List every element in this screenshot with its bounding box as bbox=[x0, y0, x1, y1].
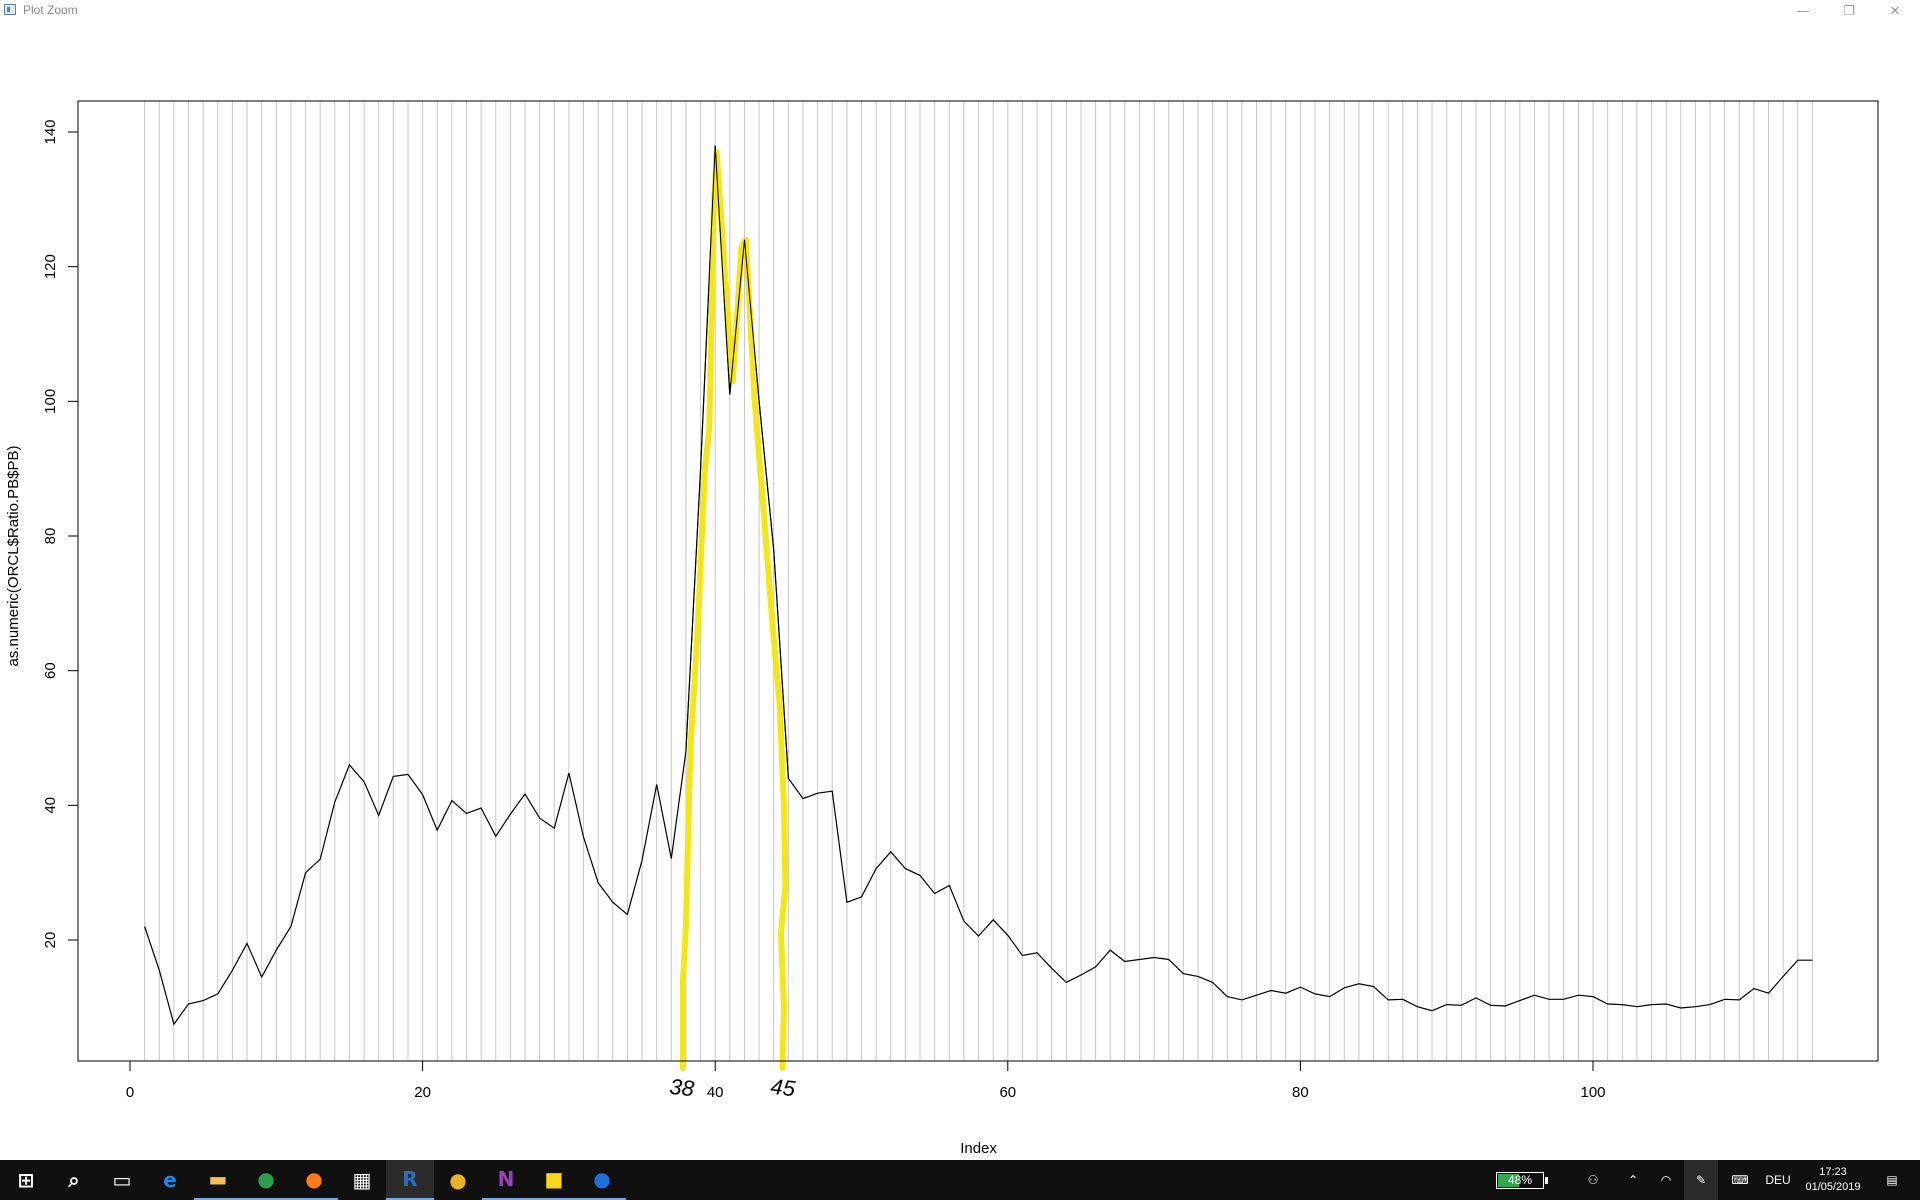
sticky-notes-app[interactable]: ■ bbox=[530, 1160, 578, 1200]
file-explorer-app[interactable]: ▬ bbox=[194, 1160, 242, 1200]
input-language[interactable]: DEU bbox=[1765, 1173, 1791, 1187]
people-icon[interactable]: ⚇ bbox=[1587, 1173, 1599, 1187]
onenote-icon: N bbox=[497, 1167, 515, 1191]
maps-app[interactable]: ● bbox=[578, 1160, 626, 1200]
battery-icon: 48% bbox=[1496, 1171, 1544, 1189]
task-view-icon: ▭ bbox=[112, 1168, 132, 1192]
x-tick-label: 100 bbox=[1580, 1084, 1605, 1101]
vertical-grid bbox=[144, 101, 1813, 1061]
highlight-stroke bbox=[680, 149, 789, 1071]
y-tick-label: 80 bbox=[42, 528, 59, 545]
clock[interactable]: 17:23 01/05/2019 bbox=[1796, 1160, 1870, 1200]
line-chart: 0 20 40 60 80 100 20 40 60 80 100 120 140 38 45 Index… bbox=[5, 100, 1879, 1157]
y-tick-label: 20 bbox=[42, 932, 59, 949]
onenote-app[interactable]: N bbox=[482, 1160, 530, 1200]
y-tick-label: 40 bbox=[42, 797, 59, 814]
r-icon: R bbox=[402, 1167, 418, 1191]
y-tick-label: 120 bbox=[42, 254, 59, 279]
start-icon: ⊞ bbox=[17, 1168, 35, 1192]
y-tick-label: 60 bbox=[42, 662, 59, 679]
taskbar: ⊞ ⌕ ▭ e ▬ ● ● ▦ R ● N ■ ● 48% ⚇ ⌃ ◠ ✎ ⌨ DEU 17:23 01… bbox=[0, 1160, 1920, 1200]
x-tick-label: 60 bbox=[999, 1084, 1016, 1101]
close-button[interactable]: ✕ bbox=[1889, 3, 1901, 19]
y-axis-label: as.numeric(ORCL$Ratio.PB$PB) bbox=[5, 446, 22, 667]
minimize-button[interactable]: — bbox=[1796, 3, 1810, 19]
restore-button[interactable]: ❐ bbox=[1843, 3, 1855, 19]
firefox-icon: ● bbox=[305, 1167, 323, 1191]
edge-app[interactable]: e bbox=[146, 1160, 194, 1200]
network-icon[interactable]: ◠ bbox=[1660, 1173, 1672, 1187]
clock-time: 17:23 bbox=[1819, 1166, 1847, 1178]
edge-icon: e bbox=[163, 1168, 177, 1192]
show-hidden-icons-chevron-icon[interactable]: ⌃ bbox=[1627, 1173, 1639, 1187]
search-icon: ⌕ bbox=[68, 1168, 80, 1192]
highlight-layer bbox=[680, 145, 789, 1071]
window-titlebar: Plot Zoom — ❐ ✕ bbox=[0, 0, 1920, 22]
maps-icon: ● bbox=[593, 1167, 611, 1191]
r-app[interactable]: R bbox=[386, 1160, 434, 1200]
ideas-app[interactable]: ● bbox=[434, 1160, 482, 1200]
series-layer bbox=[144, 145, 1813, 1026]
x-tick-label: 40 bbox=[707, 1084, 724, 1101]
sticky-notes-icon: ■ bbox=[544, 1167, 564, 1191]
calculator-app[interactable]: ▦ bbox=[338, 1160, 386, 1200]
handwritten-annotation: 45 bbox=[769, 1074, 797, 1102]
plot-window-icon bbox=[4, 4, 16, 15]
clock-date: 01/05/2019 bbox=[1805, 1181, 1861, 1193]
chrome-app[interactable]: ● bbox=[242, 1160, 290, 1200]
x-tick-label: 0 bbox=[126, 1084, 134, 1101]
x-tick-label: 20 bbox=[414, 1084, 431, 1101]
x-axis-label: Index bbox=[960, 1140, 997, 1157]
handwritten-annotation: 38 bbox=[668, 1074, 696, 1102]
annotations: 38 45 bbox=[668, 1074, 797, 1102]
axes: 0 20 40 60 80 100 20 40 60 80 100 120 140 bbox=[42, 119, 1606, 1101]
battery-percent: 48% bbox=[1507, 1172, 1533, 1187]
chrome-icon: ● bbox=[257, 1167, 275, 1191]
y-tick-label: 100 bbox=[42, 389, 59, 414]
series-line-peak bbox=[685, 145, 789, 779]
search-button[interactable]: ⌕ bbox=[50, 1160, 98, 1200]
y-tick-label: 140 bbox=[42, 119, 59, 144]
window-title: Plot Zoom bbox=[23, 3, 78, 17]
x-tick-label: 80 bbox=[1292, 1084, 1309, 1101]
firefox-app[interactable]: ● bbox=[290, 1160, 338, 1200]
task-view-button[interactable]: ▭ bbox=[98, 1160, 146, 1200]
battery-indicator[interactable]: 48% bbox=[1494, 1160, 1550, 1200]
touch-keyboard-icon[interactable]: ⌨ bbox=[1731, 1173, 1749, 1187]
file-explorer-icon: ▬ bbox=[208, 1167, 228, 1191]
calculator-icon: ▦ bbox=[352, 1168, 372, 1192]
pen-workspace-icon[interactable]: ✎ bbox=[1684, 1160, 1718, 1200]
start-button[interactable]: ⊞ bbox=[2, 1160, 50, 1200]
series-line bbox=[144, 145, 1813, 1026]
ideas-icon: ● bbox=[449, 1168, 467, 1192]
notifications-icon[interactable]: ▤ bbox=[1886, 1173, 1898, 1187]
